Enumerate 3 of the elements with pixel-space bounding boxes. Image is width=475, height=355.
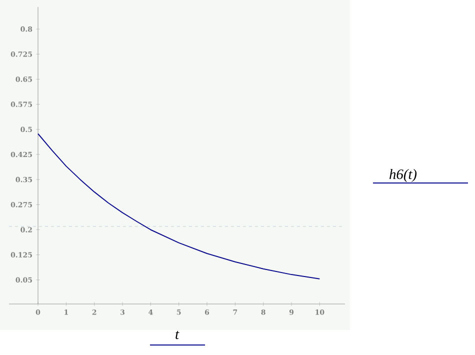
line-series <box>38 133 320 280</box>
x-axis-title: t <box>176 330 180 340</box>
y-axis-title: h6(t) <box>390 169 417 182</box>
